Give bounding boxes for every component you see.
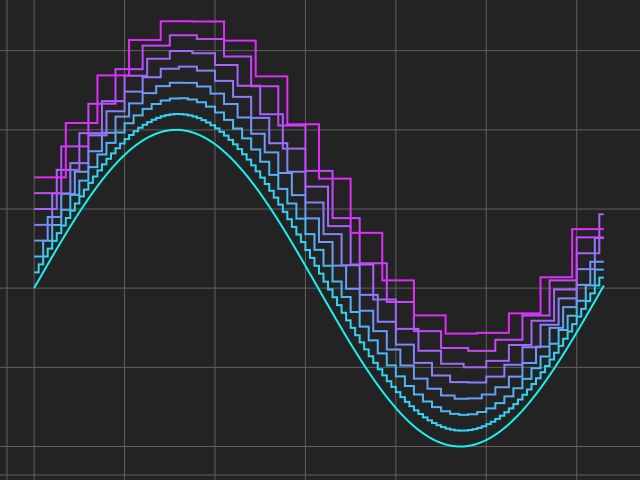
series-line-2 (34, 97, 604, 416)
series-group (33, 20, 605, 448)
series-line-1 (34, 113, 604, 432)
series-line-3 (34, 81, 604, 400)
series-line-4 (34, 65, 604, 384)
series-line-0 (33, 128, 605, 448)
series-line-7 (34, 20, 604, 335)
series-line-5 (34, 50, 604, 369)
